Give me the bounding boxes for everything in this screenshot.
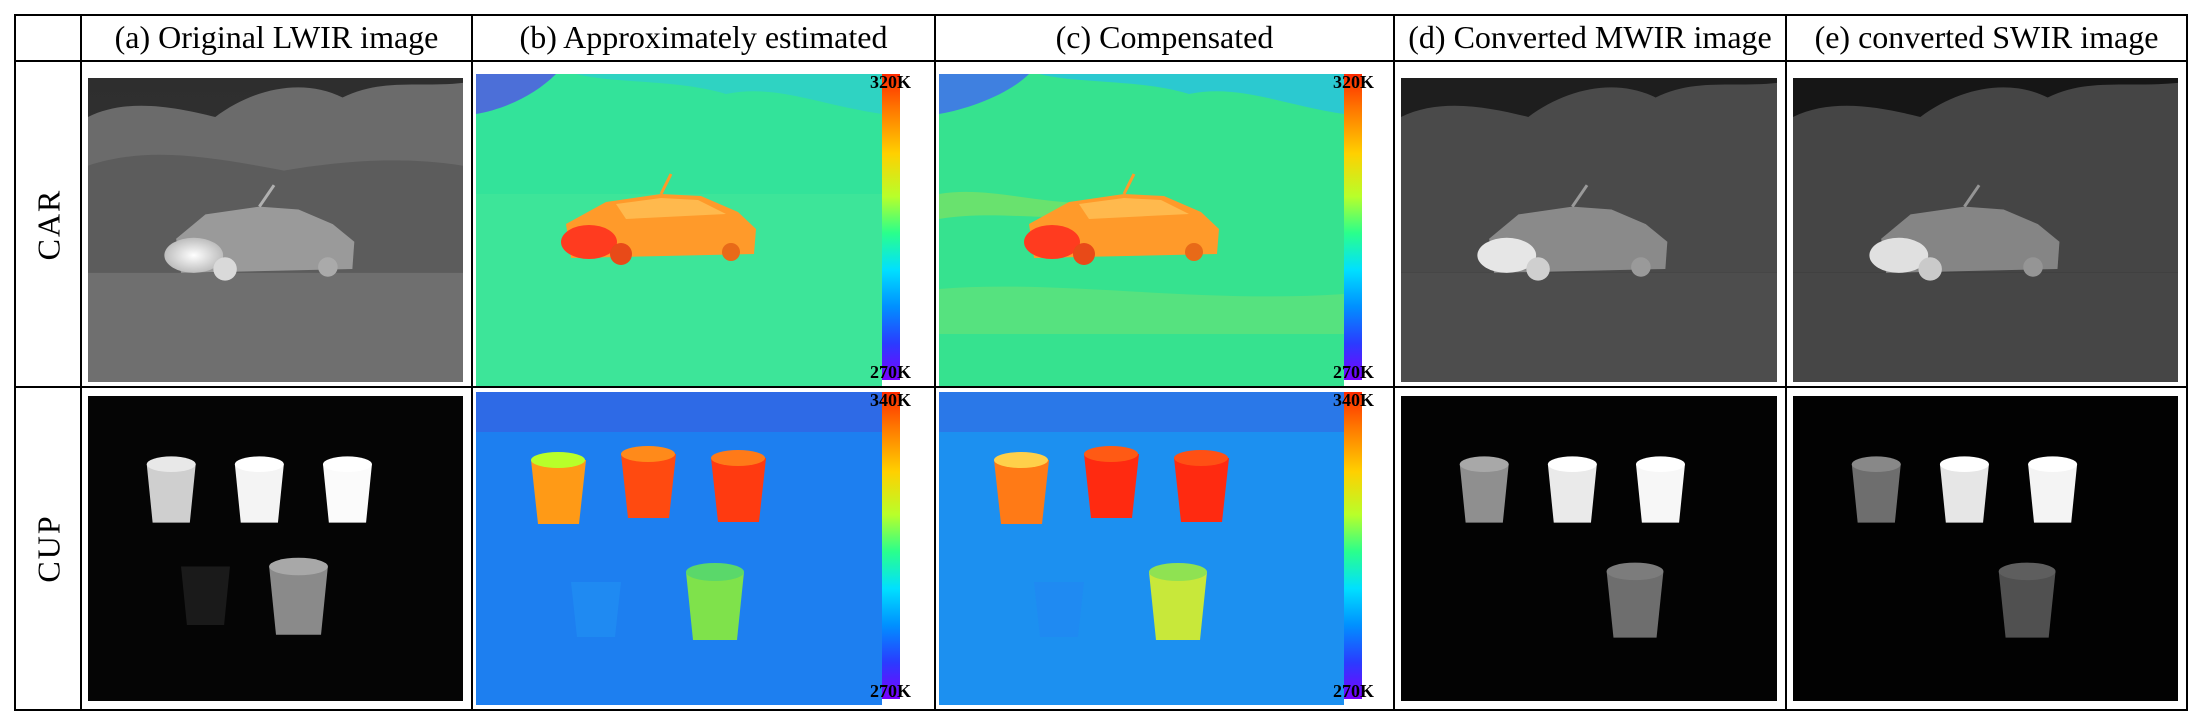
car-compensated-image (939, 74, 1344, 386)
column-header-compensated: (c) Compensated (1055, 18, 1274, 55)
cup-estimated-colorbar-min-label: 270K (870, 681, 912, 701)
cup-estimated-colorbar-max-label: 340K (870, 390, 912, 410)
car-colormap-scene (476, 74, 882, 386)
car-compensated-colorbar-strip (1362, 74, 1392, 380)
cup-compensated-colorbar-max-label: 340K (1333, 390, 1375, 410)
car-grey-thermal-scene (88, 78, 463, 382)
cup-grey-thermal-scene (88, 396, 463, 701)
row-label-car: CAR (30, 188, 67, 260)
cup-compensated-colorbar (1344, 392, 1362, 699)
column-header-converted-mwir: (d) Converted MWIR image (1408, 18, 1772, 55)
car-approximately-estimated-image (476, 74, 882, 386)
row-label-cup: CUP (30, 514, 67, 583)
grid-line-col-a (80, 14, 82, 711)
cup-compensated-colorbar-strip (1362, 392, 1392, 699)
cup-compensated-colormap-scene (939, 392, 1344, 705)
car-estimated-colorbar-max-label: 320K (870, 72, 912, 92)
car-mwir-scene (1401, 78, 1777, 382)
grid-line-bottom (14, 709, 2188, 711)
cup-mwir-scene (1401, 396, 1777, 701)
grid-line-right (2186, 14, 2188, 711)
cup-converted-mwir-image (1397, 392, 1781, 705)
car-compensated-colorbar-max-label: 320K (1333, 72, 1375, 92)
car-converted-mwir-image (1397, 74, 1781, 386)
car-estimated-colorbar-strip (900, 74, 932, 380)
car-swir-scene (1793, 78, 2178, 382)
car-compensated-colorbar (1344, 74, 1362, 380)
cup-colormap-scene (476, 392, 882, 705)
cup-estimated-colorbar (882, 392, 900, 699)
car-compensated-colormap-scene (939, 74, 1344, 386)
grid-line-middle (14, 386, 2188, 388)
grid-line-col-e (1785, 14, 1787, 711)
cup-swir-scene (1793, 396, 2178, 701)
grid-line-top (14, 14, 2188, 16)
car-original-lwir-image (84, 74, 467, 386)
column-header-original-lwir: (a) Original LWIR image (114, 18, 439, 55)
car-compensated-colorbar-min-label: 270K (1333, 362, 1375, 382)
cup-converted-swir-image (1789, 392, 2182, 705)
cup-compensated-image (939, 392, 1344, 705)
cup-compensated-colorbar-min-label: 270K (1333, 681, 1375, 701)
cup-estimated-colorbar-strip (900, 392, 932, 699)
column-header-converted-swir: (e) converted SWIR image (1814, 18, 2159, 55)
cup-approximately-estimated-image (476, 392, 882, 705)
grid-line-left (14, 14, 16, 711)
column-header-approximately-estimated: (b) Approximately estimated (519, 18, 888, 55)
grid-line-header (14, 60, 2188, 62)
car-converted-swir-image (1789, 74, 2182, 386)
car-estimated-colorbar (882, 74, 900, 380)
grid-line-col-d (1393, 14, 1395, 711)
grid-line-col-b (471, 14, 473, 711)
car-estimated-colorbar-min-label: 270K (870, 362, 912, 382)
cup-original-lwir-image (84, 392, 467, 705)
grid-line-col-c (934, 14, 936, 711)
